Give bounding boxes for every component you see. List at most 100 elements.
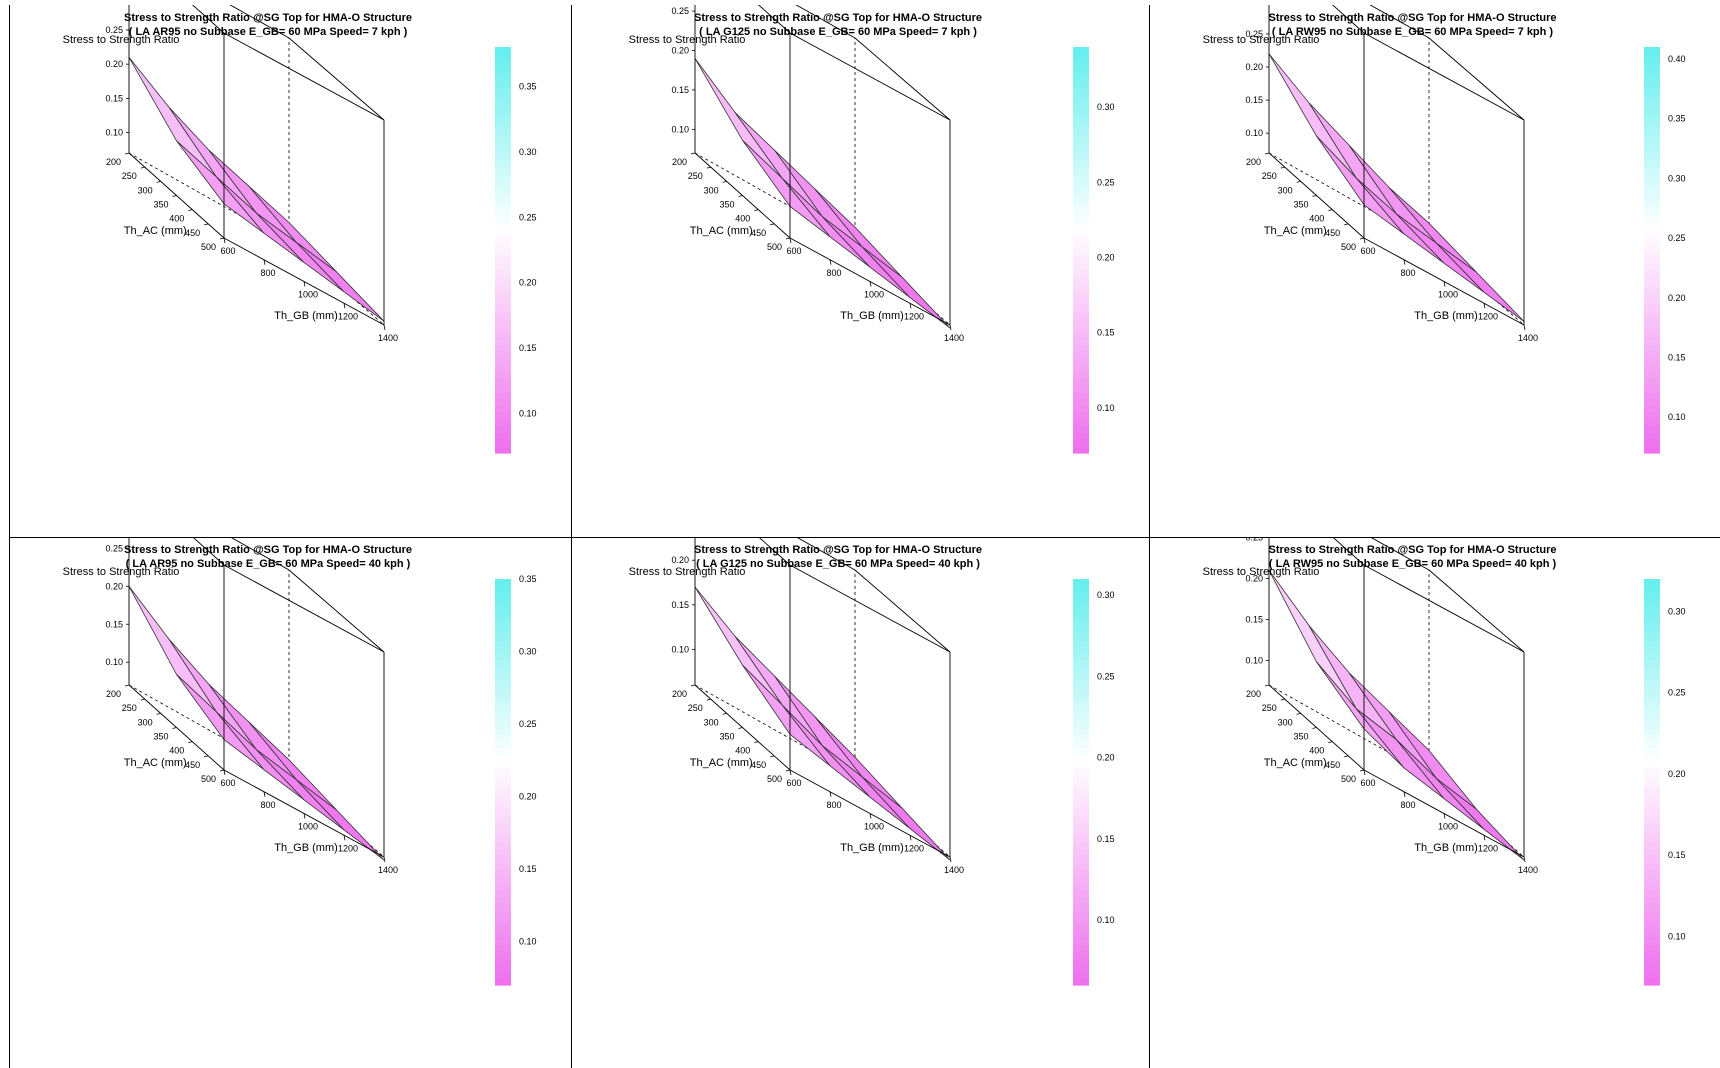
colorbar-band	[1073, 439, 1089, 447]
y-tick-mark	[1344, 223, 1349, 226]
colorbar-band	[495, 599, 511, 607]
colorbar-band	[495, 195, 511, 204]
x-tick-label: 1000	[864, 290, 884, 300]
colorbar-band	[1644, 439, 1660, 447]
colorbar-band	[1073, 283, 1089, 292]
colorbar-band	[1073, 317, 1089, 326]
colorbar-band	[495, 324, 511, 332]
colorbar-band	[495, 310, 511, 319]
x-tick-label: 800	[1400, 268, 1415, 278]
colorbar-band	[1644, 666, 1660, 675]
colorbar-band	[1644, 243, 1660, 251]
y-tick-mark	[124, 684, 130, 687]
chart-title: Stress to Strength Ratio @SG Top for HMA…	[1269, 544, 1557, 556]
z-axis-label: Stress to Strength Ratio	[1203, 34, 1320, 46]
colorbar-band	[1644, 405, 1660, 413]
colorbar-band	[1073, 599, 1089, 607]
colorbar-band	[1073, 155, 1089, 163]
x-tick-label: 1400	[944, 865, 964, 875]
colorbar-band	[1644, 277, 1660, 285]
colorbar-band	[1644, 337, 1660, 346]
colorbar-band	[1073, 446, 1089, 454]
colorbar-band	[1644, 101, 1660, 109]
x-tick-label: 1200	[338, 843, 358, 853]
colorbar-band	[1073, 107, 1089, 116]
z-axis-label: Stress to Strength Ratio	[63, 34, 180, 46]
x-tick-mark	[1403, 791, 1406, 797]
colorbar-band	[1644, 121, 1660, 129]
y-tick-label: 500	[201, 242, 216, 252]
colorbar-band	[1644, 222, 1660, 231]
colorbar-band	[1073, 978, 1089, 986]
colorbar-band	[495, 714, 511, 722]
colorbar-band	[495, 978, 511, 986]
colorbar-band	[1644, 392, 1660, 400]
colorbar-band	[1073, 87, 1089, 95]
colorbar-band	[1644, 351, 1660, 359]
colorbar-band	[1073, 128, 1089, 136]
box-edge	[758, 537, 791, 566]
surface-facet	[862, 776, 951, 861]
colorbar-tick-label: 0.35	[1668, 114, 1686, 124]
y-tick-label: 300	[704, 185, 719, 195]
x-tick-label: 1000	[1438, 822, 1458, 832]
chart-subtitle: ( LA AR95 no Subbase E_GB= 60 MPa Speed=…	[129, 26, 408, 38]
colorbar-tick-label: 0.30	[1097, 590, 1115, 600]
box-edge	[192, 537, 225, 566]
y-tick-label: 500	[1341, 242, 1356, 252]
surface-facet	[1308, 625, 1397, 741]
surface-facet	[742, 140, 831, 238]
colorbar-band	[1644, 148, 1660, 156]
colorbar-tick-label: 0.40	[1668, 54, 1686, 64]
colorbar-band	[495, 277, 511, 285]
colorbar-band	[495, 917, 511, 925]
y-tick-mark	[1312, 727, 1317, 729]
x-tick-label: 1400	[1518, 865, 1538, 875]
colorbar-band	[1644, 863, 1660, 871]
x-tick-label: 1200	[904, 311, 924, 321]
z-tick-label: 0.20	[671, 46, 689, 56]
surface-chart-2: Stress to Strength Ratio @SG Top for HMA…	[629, 5, 1115, 454]
chart-panel-4: Stress to Strength Ratio @SG Top for HMA…	[9, 537, 571, 1068]
colorbar-band	[495, 304, 511, 312]
colorbar-band	[495, 957, 511, 966]
colorbar-band	[495, 842, 511, 851]
colorbar-band	[1073, 195, 1089, 204]
z-tick-label: 0.10	[671, 644, 689, 654]
colorbar-band	[1644, 788, 1660, 797]
colorbar-band	[1073, 680, 1089, 688]
box-edge	[229, 537, 290, 571]
colorbar-tick-label: 0.15	[519, 343, 537, 353]
colorbar-tick-label: 0.15	[519, 864, 537, 874]
colorbar-band	[1073, 802, 1089, 810]
colorbar-band	[495, 87, 511, 95]
y-tick-label: 350	[153, 732, 168, 742]
colorbar-band	[1644, 432, 1660, 441]
colorbar-band	[495, 128, 511, 136]
colorbar-tick-label: 0.20	[1668, 769, 1686, 779]
colorbar-band	[1073, 660, 1089, 668]
colorbar-band	[495, 378, 511, 386]
colorbar-band	[1073, 256, 1089, 265]
colorbar-band	[1644, 385, 1660, 393]
colorbar-band	[1644, 290, 1660, 298]
box-edge	[1428, 569, 1525, 653]
colorbar-band	[1073, 331, 1089, 339]
colorbar-band	[1073, 277, 1089, 285]
y-tick-mark	[1328, 741, 1333, 744]
colorbar-band	[1644, 256, 1660, 265]
colorbar-band	[1073, 917, 1089, 925]
colorbar-band	[1644, 412, 1660, 420]
colorbar-band	[1644, 815, 1660, 824]
colorbar-band	[1644, 849, 1660, 858]
colorbar-band	[1073, 202, 1089, 210]
colorbar-band	[1073, 222, 1089, 231]
colorbar-band	[1644, 80, 1660, 89]
colorbar-tick-label: 0.30	[519, 147, 537, 157]
colorbar-band	[1644, 419, 1660, 427]
box-edge	[1369, 537, 1430, 571]
colorbar-band	[1073, 883, 1089, 891]
x-tick-mark	[263, 259, 266, 265]
colorbar-band	[495, 673, 511, 682]
chart-title: Stress to Strength Ratio @SG Top for HMA…	[124, 544, 412, 556]
